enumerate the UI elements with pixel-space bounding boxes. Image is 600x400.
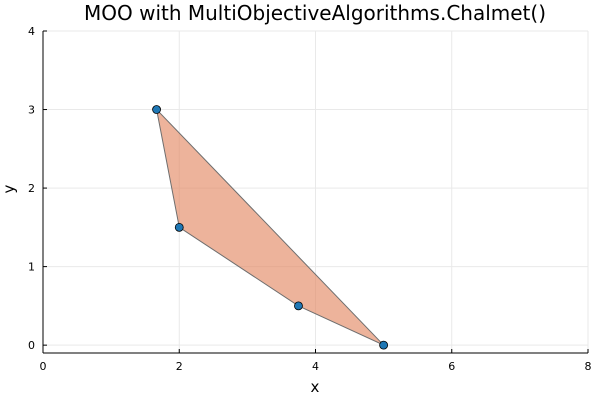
points-layer: [152, 105, 389, 350]
x-tick-label: 6: [448, 360, 455, 373]
data-point: [379, 340, 389, 350]
y-tick-label: 0: [28, 339, 35, 352]
x-tick-label: 0: [40, 360, 47, 373]
chart-title: MOO with MultiObjectiveAlgorithms.Chalme…: [84, 1, 546, 25]
data-point: [294, 301, 303, 311]
x-tick-label: 2: [176, 360, 183, 373]
axes: 0 2 4 6 8 0 1 2 3 4: [28, 25, 592, 373]
y-tick-label: 1: [28, 261, 35, 274]
y-tick-label: 4: [28, 25, 35, 38]
y-tick-label: 2: [28, 182, 35, 195]
x-tick-label: 4: [312, 360, 319, 373]
grid-lines: [42, 30, 589, 353]
x-tick-label: 8: [585, 360, 592, 373]
x-axis-label: x: [311, 378, 320, 396]
data-point: [152, 105, 161, 114]
y-axis-label: y: [0, 184, 18, 193]
y-tick-label: 3: [28, 104, 35, 117]
polygon-layer: [155, 107, 384, 346]
data-point: [174, 222, 184, 232]
filled-region: [155, 107, 384, 346]
